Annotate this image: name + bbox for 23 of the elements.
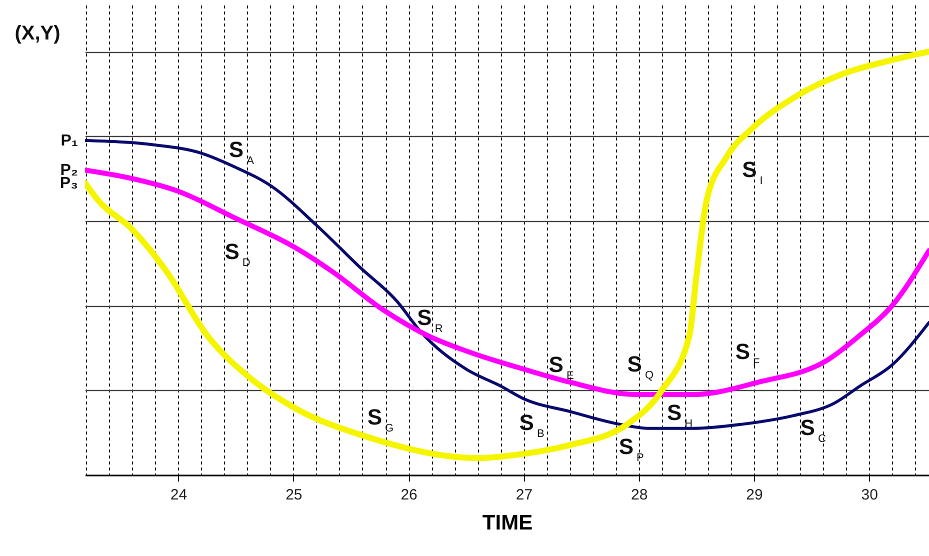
- series-label: P₁: [60, 132, 78, 150]
- x-tick-label: 30: [861, 486, 878, 504]
- annotation: S$_{G}$: [367, 404, 394, 435]
- annotation: S$_{A}$: [228, 137, 255, 168]
- x-tick-label: 24: [170, 486, 188, 504]
- x-tick-label: 26: [400, 486, 418, 504]
- x-axis-title: TIME: [482, 512, 533, 534]
- series-label: P₃: [60, 174, 78, 192]
- annotation: S$_{B}$: [519, 410, 544, 440]
- annotation: S$_{E}$: [548, 352, 574, 382]
- x-tick-label: 27: [516, 486, 533, 504]
- annotation: S$_{C}$: [800, 415, 826, 445]
- annotation: S$_{P}$: [618, 434, 644, 464]
- annotation: S$_{D}$: [224, 239, 250, 270]
- y-axis-title: (X,Y): [14, 22, 60, 44]
- annotation: S$_{H}$: [666, 400, 693, 430]
- x-tick-label: 28: [630, 486, 648, 504]
- annotation: S$_{Q}$: [627, 352, 654, 382]
- x-tick-label: 25: [286, 486, 302, 504]
- annotation: S$_{I}$: [742, 156, 763, 187]
- annotation: S$_{R}$: [417, 305, 443, 336]
- annotation: S$_{F}$: [735, 338, 760, 369]
- x-tick-label: 29: [746, 486, 763, 504]
